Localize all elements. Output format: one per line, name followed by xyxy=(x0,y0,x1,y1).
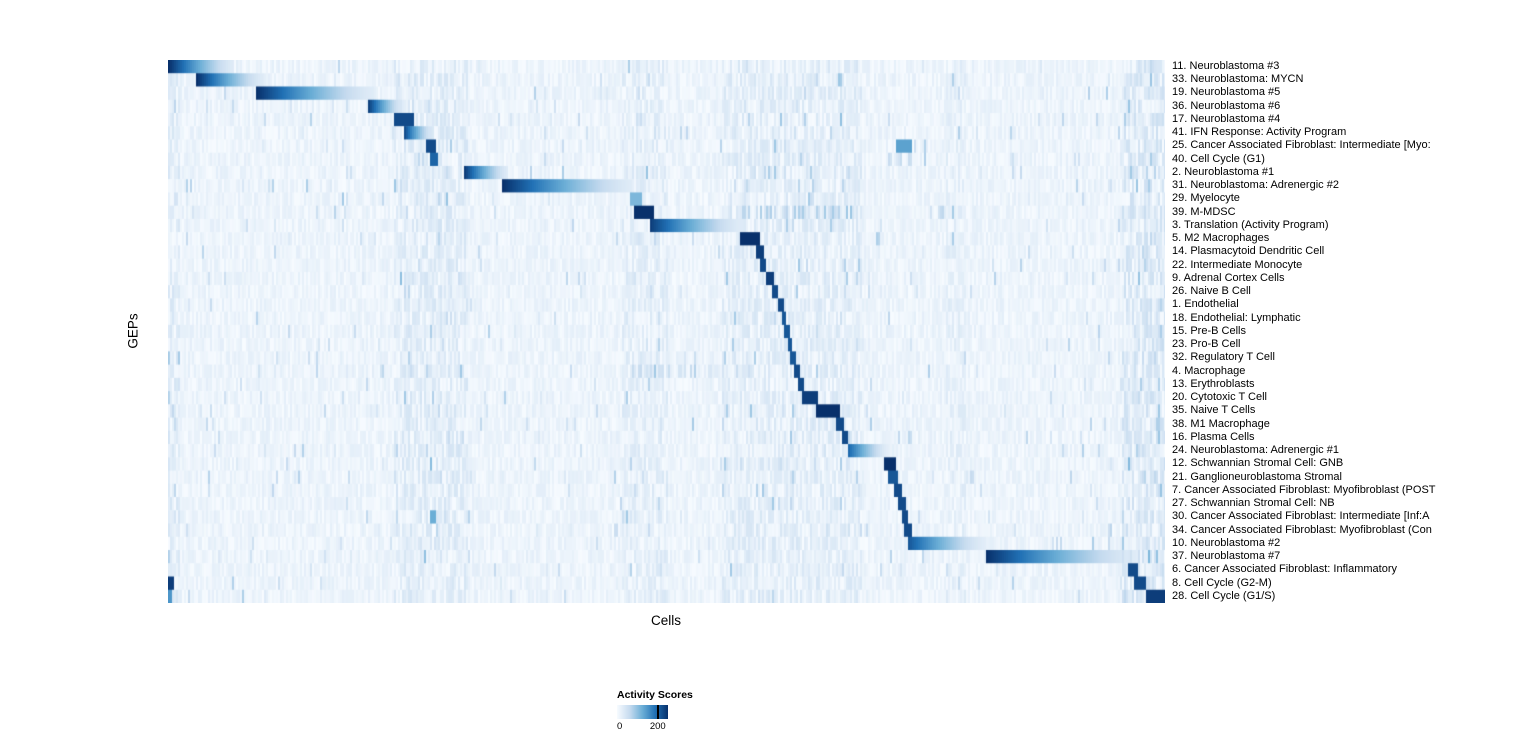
row-label: 12. Schwannian Stromal Cell: GNB xyxy=(1172,457,1344,470)
row-label: 40. Cell Cycle (G1) xyxy=(1172,152,1265,165)
row-label: 2. Neuroblastoma #1 xyxy=(1172,165,1275,178)
row-label: 5. M2 Macrophages xyxy=(1172,232,1270,245)
row-label: 39. M-MDSC xyxy=(1172,205,1236,218)
row-label: 32. Regulatory T Cell xyxy=(1172,351,1275,364)
row-label: 31. Neuroblastoma: Adrenergic #2 xyxy=(1172,179,1339,192)
heatmap-canvas xyxy=(168,60,1165,603)
row-label: 8. Cell Cycle (G2-M) xyxy=(1172,576,1272,589)
heatmap-row-labels: 11. Neuroblastoma #3 33. Neuroblastoma: M… xyxy=(1172,60,1540,603)
row-label: 4. Macrophage xyxy=(1172,364,1246,377)
row-label: 33. Neuroblastoma: MYCN xyxy=(1172,73,1304,86)
legend-gradient-bar xyxy=(617,705,668,719)
x-axis-label: Cells xyxy=(650,613,682,628)
row-label: 14. Plasmacytoid Dendritic Cell xyxy=(1172,245,1325,258)
row-label: 3. Translation (Activity Program) xyxy=(1172,218,1329,231)
row-label: 19. Neuroblastoma #5 xyxy=(1172,86,1281,99)
row-label: 23. Pro-B Cell xyxy=(1172,338,1241,351)
row-label: 6. Cancer Associated Fibroblast: Inflamm… xyxy=(1172,563,1397,576)
row-label: 13. Erythroblasts xyxy=(1172,377,1255,390)
row-label: 30. Cancer Associated Fibroblast: Interm… xyxy=(1172,510,1430,523)
row-label: 37. Neuroblastoma #7 xyxy=(1172,550,1281,563)
row-label: 7. Cancer Associated Fibroblast: Myofibr… xyxy=(1172,483,1436,496)
row-label: 41. IFN Response: Activity Program xyxy=(1172,126,1347,139)
row-label: 28. Cell Cycle (G1/S) xyxy=(1172,589,1276,602)
row-label: 22. Intermediate Monocyte xyxy=(1172,258,1303,271)
row-label: 26. Naive B Cell xyxy=(1172,285,1251,298)
row-label: 10. Neuroblastoma #2 xyxy=(1172,536,1281,549)
row-label: 34. Cancer Associated Fibroblast: Myofib… xyxy=(1172,523,1432,536)
row-label: 11. Neuroblastoma #3 xyxy=(1172,60,1280,72)
legend-max-label: 200 xyxy=(649,721,666,732)
row-label: 21. Ganglioneuroblastoma Stromal xyxy=(1172,470,1342,483)
legend-tick-labels: 0 200 xyxy=(617,721,668,733)
row-label: 15. Pre-B Cells xyxy=(1172,324,1246,337)
row-label: 36. Neuroblastoma #6 xyxy=(1172,99,1281,112)
row-label: 25. Cancer Associated Fibroblast: Interm… xyxy=(1172,139,1431,152)
y-axis-label: GEPs xyxy=(125,313,141,349)
row-label: 18. Endothelial: Lymphatic xyxy=(1172,311,1301,324)
row-label: 1. Endothelial xyxy=(1172,298,1239,311)
colorbar-legend: Activity Scores 0 200 xyxy=(617,689,777,733)
row-label: 29. Myelocyte xyxy=(1172,192,1240,205)
row-label: 16. Plasma Cells xyxy=(1172,430,1255,443)
row-label: 20. Cytotoxic T Cell xyxy=(1172,391,1267,404)
row-label: 9. Adrenal Cortex Cells xyxy=(1172,271,1285,284)
row-label: 27. Schwannian Stromal Cell: NB xyxy=(1172,497,1335,510)
row-label: 35. Naive T Cells xyxy=(1172,404,1256,417)
legend-min-label: 0 xyxy=(617,721,623,732)
row-label: 24. Neuroblastoma: Adrenergic #1 xyxy=(1172,444,1339,457)
legend-tick-mark xyxy=(656,705,659,719)
row-label: 38. M1 Macrophage xyxy=(1172,417,1270,430)
legend-title: Activity Scores xyxy=(617,689,693,701)
row-label: 17. Neuroblastoma #4 xyxy=(1172,112,1281,125)
